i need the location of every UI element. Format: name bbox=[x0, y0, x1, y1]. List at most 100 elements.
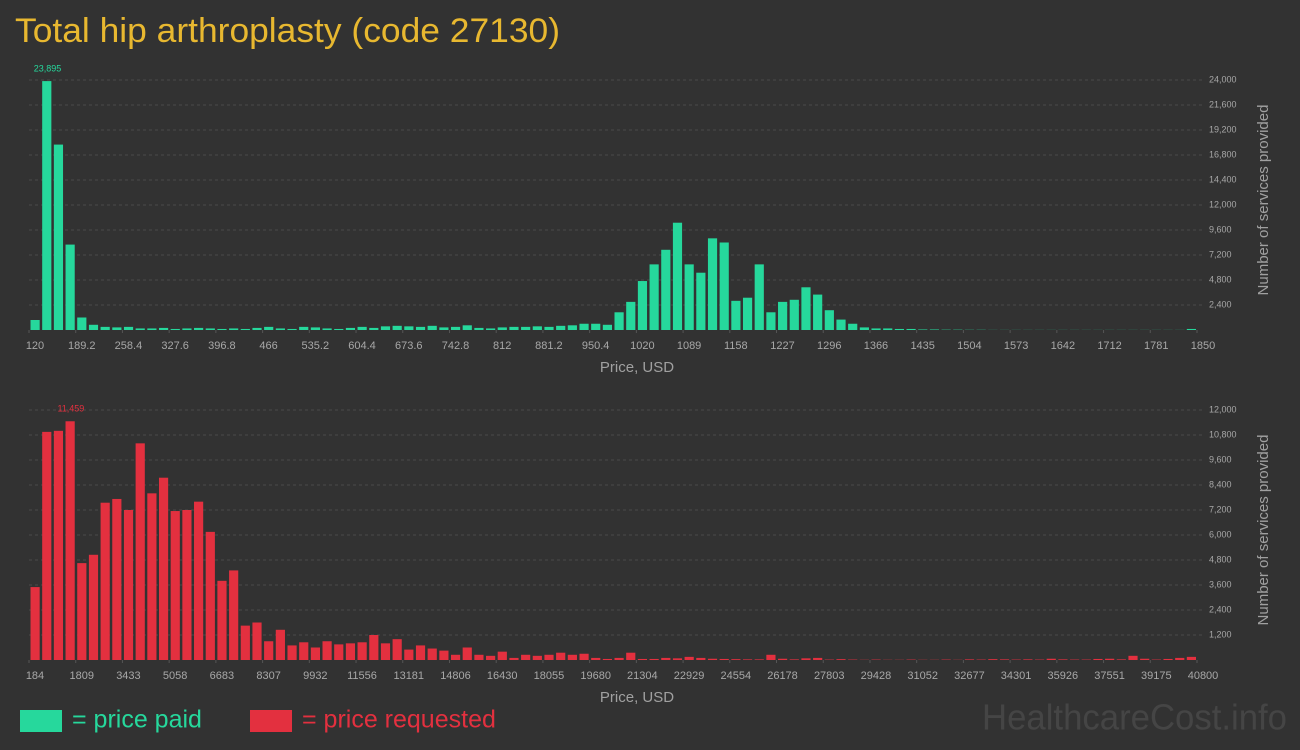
y-tick-label: 19,200 bbox=[1209, 124, 1237, 134]
bar bbox=[859, 327, 869, 330]
x-tick-label: 18055 bbox=[534, 670, 565, 682]
bar bbox=[999, 659, 1010, 660]
y-axis-label: Number of services provided bbox=[1255, 105, 1272, 296]
bar bbox=[30, 587, 40, 660]
x-tick-label: 1296 bbox=[817, 340, 841, 352]
bar bbox=[824, 310, 834, 330]
bar bbox=[182, 510, 192, 660]
bar bbox=[170, 511, 180, 660]
x-tick-label: 37551 bbox=[1094, 670, 1125, 682]
x-tick-label: 742.8 bbox=[442, 340, 470, 352]
bar bbox=[649, 658, 659, 660]
bar bbox=[65, 244, 75, 330]
bar bbox=[754, 659, 764, 660]
x-tick-label: 396.8 bbox=[208, 340, 236, 352]
bar bbox=[369, 635, 379, 660]
x-tick-label: 1020 bbox=[630, 340, 654, 352]
bar bbox=[497, 651, 507, 660]
bar bbox=[77, 563, 87, 660]
x-axis-label: Price, USD bbox=[600, 359, 674, 376]
y-tick-label: 8,400 bbox=[1209, 479, 1232, 489]
x-tick-label: 1850 bbox=[1191, 340, 1215, 352]
bar bbox=[813, 294, 823, 330]
bar bbox=[1163, 658, 1173, 660]
data-label: 11,459 bbox=[57, 404, 84, 414]
bar bbox=[42, 431, 52, 660]
y-tick-label: 24,000 bbox=[1209, 74, 1237, 84]
x-tick-label: 11556 bbox=[347, 670, 377, 682]
bar bbox=[217, 580, 227, 660]
x-tick-label: 14806 bbox=[440, 670, 471, 682]
x-tick-label: 258.4 bbox=[115, 340, 143, 352]
bar bbox=[1023, 659, 1033, 660]
bar bbox=[801, 658, 811, 660]
bar bbox=[415, 645, 426, 660]
bar bbox=[836, 659, 846, 660]
bar bbox=[100, 502, 110, 660]
bar bbox=[123, 510, 134, 660]
bar bbox=[135, 443, 145, 660]
bar bbox=[415, 326, 426, 330]
bar bbox=[521, 326, 531, 330]
y-tick-label: 7,200 bbox=[1209, 249, 1232, 259]
bar bbox=[77, 317, 87, 330]
y-tick-label: 16,800 bbox=[1209, 149, 1237, 159]
bar bbox=[205, 328, 215, 330]
bar bbox=[158, 477, 169, 660]
bar bbox=[778, 658, 788, 660]
bar bbox=[532, 655, 542, 660]
bar bbox=[334, 644, 344, 660]
bar bbox=[427, 648, 437, 660]
x-tick-label: 1089 bbox=[677, 340, 701, 352]
bar bbox=[194, 501, 204, 660]
bar bbox=[929, 329, 940, 330]
bar bbox=[509, 657, 519, 660]
bar bbox=[707, 658, 718, 660]
bar bbox=[614, 657, 624, 660]
bar bbox=[836, 319, 846, 330]
bar bbox=[637, 658, 648, 660]
bar bbox=[439, 327, 449, 330]
x-tick-label: 466 bbox=[259, 340, 277, 352]
y-tick-label: 4,800 bbox=[1209, 554, 1232, 564]
x-tick-label: 673.6 bbox=[395, 340, 423, 352]
bar bbox=[299, 326, 309, 330]
x-tick-label: 22929 bbox=[674, 670, 705, 682]
bar bbox=[380, 643, 391, 660]
bar bbox=[135, 328, 145, 330]
x-tick-label: 604.4 bbox=[348, 340, 376, 352]
bar bbox=[672, 222, 683, 330]
bar bbox=[579, 653, 589, 660]
y-tick-label: 21,600 bbox=[1209, 99, 1237, 109]
bar bbox=[486, 655, 496, 660]
x-tick-label: 27803 bbox=[814, 670, 845, 682]
bar bbox=[509, 326, 519, 330]
bar bbox=[112, 498, 122, 660]
bar bbox=[170, 328, 180, 330]
x-tick-label: 1809 bbox=[69, 670, 93, 682]
bar bbox=[567, 654, 577, 660]
bar bbox=[602, 324, 612, 330]
bar bbox=[322, 641, 332, 660]
bar bbox=[462, 325, 472, 330]
bar bbox=[30, 320, 40, 330]
bar bbox=[1186, 328, 1196, 330]
x-tick-label: 1573 bbox=[1004, 340, 1028, 352]
x-tick-label: 35926 bbox=[1048, 670, 1079, 682]
bar bbox=[345, 643, 356, 660]
bar bbox=[964, 659, 975, 660]
bar bbox=[182, 328, 192, 330]
bar bbox=[661, 249, 671, 330]
bar bbox=[345, 327, 356, 330]
bar bbox=[626, 652, 636, 660]
bar bbox=[883, 328, 893, 330]
bar bbox=[789, 299, 799, 330]
x-tick-label: 327.6 bbox=[161, 340, 189, 352]
x-tick-label: 1712 bbox=[1097, 340, 1121, 352]
x-tick-label: 1227 bbox=[770, 340, 794, 352]
bar bbox=[322, 328, 332, 330]
bar bbox=[240, 328, 250, 330]
bar bbox=[988, 659, 998, 660]
y-tick-label: 14,400 bbox=[1209, 174, 1237, 184]
bar bbox=[252, 327, 262, 330]
